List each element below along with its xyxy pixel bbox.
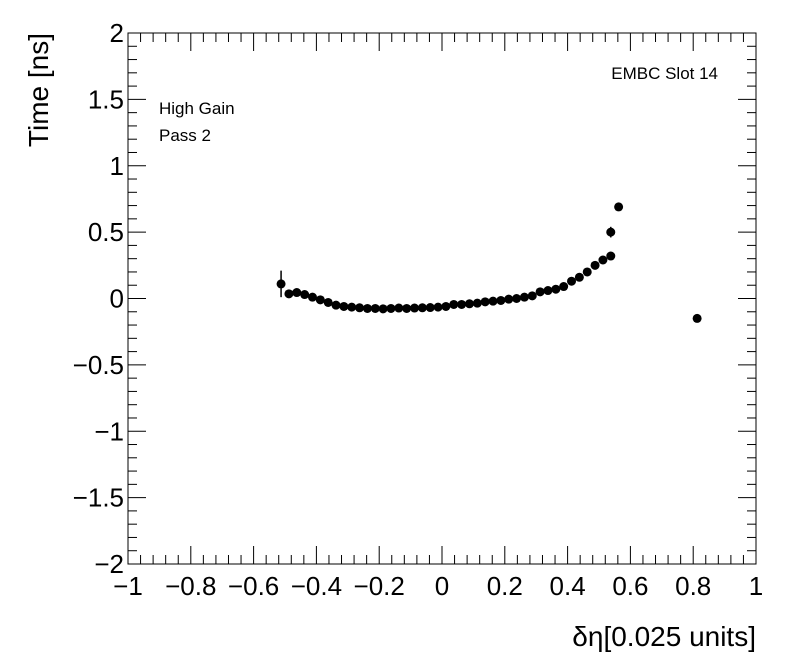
x-axis-title: δη[0.025 units]: [572, 621, 756, 652]
data-points: [276, 202, 702, 323]
y-tick-label: 0: [110, 284, 124, 314]
data-point: [276, 279, 286, 289]
data-point: [504, 294, 514, 304]
data-point: [347, 302, 357, 312]
y-tick-labels: −2 −1.5 −1 −0.5 0 0.5 1 1.5 2: [73, 18, 124, 579]
x-tick-label: 0.6: [612, 571, 648, 601]
data-point: [355, 303, 365, 313]
data-point: [307, 292, 317, 302]
y-tick-label: −2: [94, 549, 124, 579]
data-point: [598, 255, 608, 265]
data-point: [394, 303, 404, 313]
data-point: [457, 299, 467, 309]
data-point: [331, 300, 341, 310]
axis-ticks: [127, 32, 757, 565]
x-tick-labels: −1 −0.8 −0.6 −0.4 −0.2 0 0.2 0.4 0.6 0.8 1: [113, 571, 763, 601]
x-tick-label: 1: [749, 571, 763, 601]
y-tick-label: −0.5: [73, 350, 124, 380]
data-point: [386, 303, 396, 313]
data-point: [339, 301, 349, 311]
data-point: [590, 260, 600, 270]
data-point: [519, 292, 529, 302]
data-point: [535, 287, 545, 297]
data-point: [292, 288, 302, 298]
data-point: [606, 227, 616, 237]
data-point: [574, 272, 584, 282]
data-point: [378, 304, 388, 314]
y-axis-title: Time [ns]: [23, 33, 54, 147]
annotation-high-gain: High Gain: [159, 99, 235, 118]
data-point: [464, 299, 474, 309]
y-tick-label: 1: [110, 151, 124, 181]
data-point: [472, 298, 482, 308]
x-tick-label: −0.4: [291, 571, 342, 601]
data-point: [582, 267, 592, 277]
x-tick-label: −0.8: [165, 571, 216, 601]
annotation-pass-2: Pass 2: [159, 126, 211, 145]
data-point: [488, 296, 498, 306]
y-tick-label: 2: [110, 18, 124, 48]
data-point: [315, 295, 325, 305]
x-tick-label: 0.8: [675, 571, 711, 601]
data-point: [362, 303, 372, 313]
x-tick-label: 0.2: [487, 571, 523, 601]
data-point: [449, 299, 459, 309]
x-tick-label: −1: [113, 571, 143, 601]
data-point: [417, 303, 427, 313]
data-point: [370, 303, 380, 313]
data-point: [692, 313, 702, 323]
data-point: [410, 303, 420, 313]
data-point: [433, 302, 443, 312]
x-tick-label: 0.4: [550, 571, 586, 601]
data-point: [441, 301, 451, 311]
y-tick-label: 0.5: [88, 217, 124, 247]
data-point: [614, 202, 624, 212]
data-point: [551, 284, 561, 294]
y-tick-label: −1.5: [73, 483, 124, 513]
y-tick-label: 1.5: [88, 84, 124, 114]
data-point: [496, 295, 506, 305]
data-point: [512, 294, 522, 303]
annotation-slot: EMBC Slot 14: [611, 64, 718, 83]
y-tick-label: −1: [94, 416, 124, 446]
data-point: [606, 251, 616, 261]
data-point: [480, 297, 490, 307]
data-point: [402, 303, 412, 313]
x-tick-label: −0.6: [228, 571, 279, 601]
data-point: [567, 276, 577, 286]
data-point: [425, 303, 435, 313]
data-point: [323, 297, 333, 307]
data-point: [559, 282, 569, 292]
data-point: [300, 290, 310, 300]
x-tick-label: 0: [435, 571, 449, 601]
data-point: [543, 286, 553, 296]
data-point: [284, 289, 294, 299]
x-tick-label: −0.2: [354, 571, 405, 601]
data-point: [527, 291, 537, 301]
